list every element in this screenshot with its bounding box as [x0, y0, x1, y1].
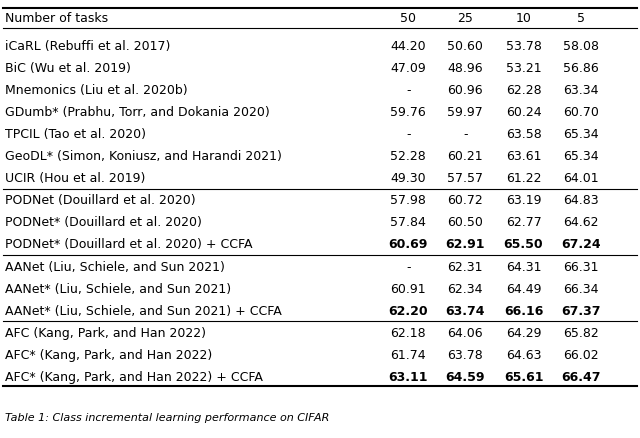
Text: 64.62: 64.62 [563, 216, 599, 229]
Text: 61.22: 61.22 [506, 172, 541, 185]
Text: 60.96: 60.96 [447, 84, 483, 97]
Text: 56.86: 56.86 [563, 62, 599, 74]
Text: 50: 50 [401, 12, 417, 25]
Text: 60.69: 60.69 [388, 238, 428, 251]
Text: 65.34: 65.34 [563, 128, 599, 141]
Text: 64.01: 64.01 [563, 172, 599, 185]
Text: 64.31: 64.31 [506, 260, 541, 273]
Text: 60.24: 60.24 [506, 106, 541, 119]
Text: 64.29: 64.29 [506, 326, 541, 339]
Text: 64.63: 64.63 [506, 348, 541, 361]
Text: -: - [406, 260, 411, 273]
Text: 63.78: 63.78 [447, 348, 483, 361]
Text: AFC* (Kang, Park, and Han 2022): AFC* (Kang, Park, and Han 2022) [5, 348, 212, 361]
Text: AANet* (Liu, Schiele, and Sun 2021) + CCFA: AANet* (Liu, Schiele, and Sun 2021) + CC… [5, 304, 282, 317]
Text: GeoDL* (Simon, Koniusz, and Harandi 2021): GeoDL* (Simon, Koniusz, and Harandi 2021… [5, 150, 282, 163]
Text: 52.28: 52.28 [390, 150, 426, 163]
Text: 62.28: 62.28 [506, 84, 541, 97]
Text: -: - [406, 128, 411, 141]
Text: 63.19: 63.19 [506, 194, 541, 207]
Text: 44.20: 44.20 [390, 39, 426, 53]
Text: 62.91: 62.91 [445, 238, 485, 251]
Text: 53.21: 53.21 [506, 62, 541, 74]
Text: 62.77: 62.77 [506, 216, 541, 229]
Text: 48.96: 48.96 [447, 62, 483, 74]
Text: 57.57: 57.57 [447, 172, 483, 185]
Text: iCaRL (Rebuffi et al. 2017): iCaRL (Rebuffi et al. 2017) [5, 39, 170, 53]
Text: 67.37: 67.37 [561, 304, 601, 317]
Text: 67.24: 67.24 [561, 238, 601, 251]
Text: UCIR (Hou et al. 2019): UCIR (Hou et al. 2019) [5, 172, 145, 185]
Text: 65.82: 65.82 [563, 326, 599, 339]
Text: PODNet (Douillard et al. 2020): PODNet (Douillard et al. 2020) [5, 194, 196, 207]
Text: 61.74: 61.74 [390, 348, 426, 361]
Text: 66.02: 66.02 [563, 348, 599, 361]
Text: 63.34: 63.34 [563, 84, 599, 97]
Text: PODNet* (Douillard et al. 2020): PODNet* (Douillard et al. 2020) [5, 216, 202, 229]
Text: Table 1: Class incremental learning performance on CIFAR: Table 1: Class incremental learning perf… [5, 412, 330, 422]
Text: 65.61: 65.61 [504, 370, 543, 383]
Text: 59.97: 59.97 [447, 106, 483, 119]
Text: 53.78: 53.78 [506, 39, 541, 53]
Text: 57.84: 57.84 [390, 216, 426, 229]
Text: 63.11: 63.11 [388, 370, 428, 383]
Text: 64.59: 64.59 [445, 370, 485, 383]
Text: 59.76: 59.76 [390, 106, 426, 119]
Text: 10: 10 [516, 12, 531, 25]
Text: AFC (Kang, Park, and Han 2022): AFC (Kang, Park, and Han 2022) [5, 326, 206, 339]
Text: 64.83: 64.83 [563, 194, 599, 207]
Text: 62.20: 62.20 [388, 304, 428, 317]
Text: 63.58: 63.58 [506, 128, 541, 141]
Text: Mnemonics (Liu et al. 2020b): Mnemonics (Liu et al. 2020b) [5, 84, 188, 97]
Text: 64.49: 64.49 [506, 282, 541, 295]
Text: BiC (Wu et al. 2019): BiC (Wu et al. 2019) [5, 62, 131, 74]
Text: AANet* (Liu, Schiele, and Sun 2021): AANet* (Liu, Schiele, and Sun 2021) [5, 282, 231, 295]
Text: 60.91: 60.91 [390, 282, 426, 295]
Text: 60.70: 60.70 [563, 106, 599, 119]
Text: AANet (Liu, Schiele, and Sun 2021): AANet (Liu, Schiele, and Sun 2021) [5, 260, 225, 273]
Text: -: - [463, 128, 468, 141]
Text: TPCIL (Tao et al. 2020): TPCIL (Tao et al. 2020) [5, 128, 146, 141]
Text: PODNet* (Douillard et al. 2020) + CCFA: PODNet* (Douillard et al. 2020) + CCFA [5, 238, 253, 251]
Text: AFC* (Kang, Park, and Han 2022) + CCFA: AFC* (Kang, Park, and Han 2022) + CCFA [5, 370, 263, 383]
Text: 66.31: 66.31 [563, 260, 599, 273]
Text: Number of tasks: Number of tasks [5, 12, 108, 25]
Text: 57.98: 57.98 [390, 194, 426, 207]
Text: 62.18: 62.18 [390, 326, 426, 339]
Text: 25: 25 [458, 12, 473, 25]
Text: 58.08: 58.08 [563, 39, 599, 53]
Text: -: - [406, 84, 411, 97]
Text: 66.47: 66.47 [561, 370, 601, 383]
Text: 63.74: 63.74 [445, 304, 485, 317]
Text: 60.21: 60.21 [447, 150, 483, 163]
Text: 60.72: 60.72 [447, 194, 483, 207]
Text: 62.31: 62.31 [447, 260, 483, 273]
Text: 64.06: 64.06 [447, 326, 483, 339]
Text: 63.61: 63.61 [506, 150, 541, 163]
Text: 47.09: 47.09 [390, 62, 426, 74]
Text: 60.50: 60.50 [447, 216, 483, 229]
Text: 5: 5 [577, 12, 585, 25]
Text: 65.34: 65.34 [563, 150, 599, 163]
Text: 65.50: 65.50 [504, 238, 543, 251]
Text: 62.34: 62.34 [447, 282, 483, 295]
Text: GDumb* (Prabhu, Torr, and Dokania 2020): GDumb* (Prabhu, Torr, and Dokania 2020) [5, 106, 270, 119]
Text: 66.34: 66.34 [563, 282, 599, 295]
Text: 50.60: 50.60 [447, 39, 483, 53]
Text: 49.30: 49.30 [390, 172, 426, 185]
Text: 66.16: 66.16 [504, 304, 543, 317]
